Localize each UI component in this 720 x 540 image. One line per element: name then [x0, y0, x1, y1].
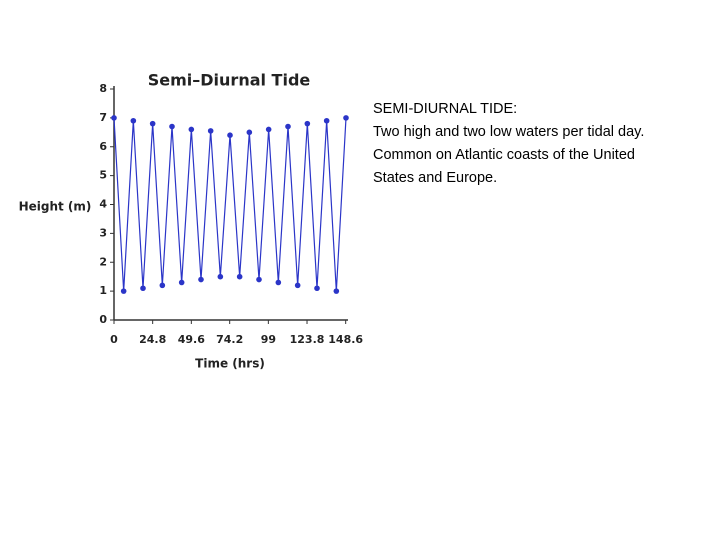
data-point — [111, 115, 117, 121]
heading: SEMI-DIURNAL TIDE: — [373, 101, 518, 117]
y-tick-label: 1 — [99, 284, 107, 297]
data-point — [227, 132, 233, 138]
text-line: States and Europe. — [373, 170, 498, 186]
y-tick-label: 2 — [99, 255, 107, 268]
data-point — [304, 120, 311, 127]
x-tick-label: 74.2 — [216, 333, 243, 346]
x-tick-label: 49.6 — [178, 333, 205, 346]
data-point — [333, 288, 340, 294]
data-point — [198, 276, 204, 283]
data-point — [265, 126, 272, 133]
data-point — [285, 123, 291, 130]
y-tick-label: 5 — [99, 169, 107, 182]
x-axis-label: Time (hrs) — [195, 357, 265, 371]
text-line: Common on Atlantic coasts of the United — [373, 147, 635, 163]
y-tick-label: 0 — [99, 313, 107, 326]
data-point — [140, 285, 146, 292]
tide-line — [113, 117, 347, 292]
y-tick-label: 4 — [99, 198, 107, 211]
data-point — [159, 282, 166, 289]
description: SEMI-DIURNAL TIDE: Two high and two low … — [373, 98, 644, 190]
data-point — [120, 288, 127, 294]
data-point — [246, 129, 253, 136]
data-point — [207, 128, 214, 134]
data-point — [169, 123, 175, 130]
data-point — [275, 279, 282, 286]
y-tick-label: 8 — [99, 82, 107, 95]
data-point — [256, 276, 262, 283]
x-tick-label: 99 — [261, 333, 276, 346]
x-tick-label: 148.6 — [328, 333, 363, 346]
y-tick-label: 7 — [99, 111, 107, 124]
data-point — [217, 273, 224, 280]
x-tick-label: 24.8 — [139, 333, 166, 346]
x-tick-label: 0 — [110, 333, 118, 346]
data-point — [178, 279, 185, 286]
chart-title: Semi–Diurnal Tide — [148, 71, 311, 90]
data-point — [188, 126, 195, 133]
y-tick-label: 6 — [99, 140, 107, 153]
data-point — [149, 120, 156, 127]
y-axis-label: Height (m) — [19, 200, 92, 214]
x-tick-label: 123.8 — [290, 333, 325, 346]
data-point — [236, 273, 243, 280]
data-point — [323, 117, 330, 124]
y-tick-label: 3 — [99, 226, 107, 239]
data-point — [343, 115, 349, 121]
text-line: Two high and two low waters per tidal da… — [373, 124, 645, 140]
data-point — [130, 117, 137, 124]
data-point — [314, 285, 320, 292]
data-point — [294, 282, 301, 289]
